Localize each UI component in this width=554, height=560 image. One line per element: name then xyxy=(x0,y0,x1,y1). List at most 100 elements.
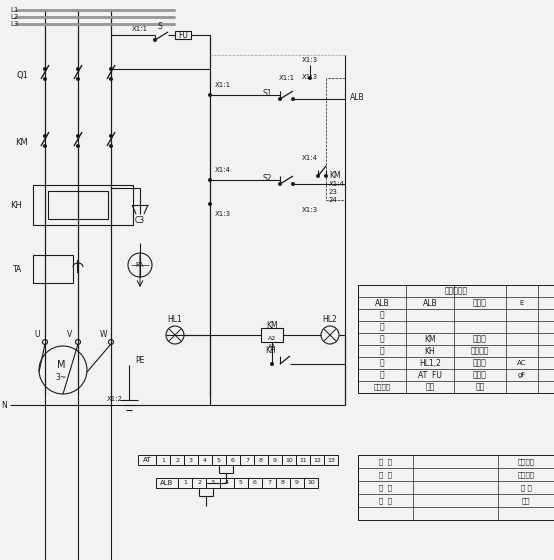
Bar xyxy=(156,478,178,488)
Text: E: E xyxy=(520,300,524,306)
Text: 插: 插 xyxy=(379,310,384,320)
Circle shape xyxy=(76,134,80,138)
Circle shape xyxy=(316,174,320,178)
Bar xyxy=(268,455,282,465)
Text: 熔断器: 熔断器 xyxy=(473,371,487,380)
Circle shape xyxy=(208,178,212,182)
Bar xyxy=(296,455,310,465)
Text: X1:3: X1:3 xyxy=(302,57,318,63)
Bar xyxy=(220,478,234,488)
Circle shape xyxy=(43,134,47,138)
Circle shape xyxy=(278,182,282,186)
Circle shape xyxy=(43,339,48,344)
Bar xyxy=(192,478,206,488)
Text: ALB: ALB xyxy=(423,298,437,307)
Text: A2: A2 xyxy=(268,335,276,340)
Text: X1:1: X1:1 xyxy=(279,75,295,81)
Text: V: V xyxy=(68,329,73,338)
Text: KM: KM xyxy=(16,138,28,147)
Circle shape xyxy=(76,77,80,81)
Circle shape xyxy=(321,326,339,344)
Text: ALB: ALB xyxy=(350,92,365,101)
Text: S2: S2 xyxy=(263,174,272,183)
Text: 座: 座 xyxy=(379,323,384,332)
Circle shape xyxy=(166,326,184,344)
Text: 校  对: 校 对 xyxy=(379,471,392,478)
Text: 工程名称: 工程名称 xyxy=(517,458,535,465)
Text: 6: 6 xyxy=(231,458,235,463)
Text: N: N xyxy=(1,400,7,409)
Text: L2: L2 xyxy=(10,14,18,20)
Text: HL2: HL2 xyxy=(322,315,337,324)
Text: L3: L3 xyxy=(10,21,18,27)
Bar xyxy=(254,455,268,465)
Bar xyxy=(226,455,240,465)
Text: ALB: ALB xyxy=(160,480,174,486)
Text: A1: A1 xyxy=(268,343,276,348)
Text: W: W xyxy=(99,329,107,338)
Text: gF: gF xyxy=(518,372,526,378)
Text: X1:3: X1:3 xyxy=(302,74,318,80)
Text: 23: 23 xyxy=(329,189,338,195)
Text: Q1: Q1 xyxy=(16,71,28,80)
Text: X1:4: X1:4 xyxy=(329,181,345,187)
Text: 名称: 名称 xyxy=(475,382,485,391)
Circle shape xyxy=(109,67,113,71)
Text: 2: 2 xyxy=(197,480,201,486)
Text: M: M xyxy=(57,360,65,370)
Text: KH: KH xyxy=(265,346,276,354)
Circle shape xyxy=(76,144,80,148)
Bar xyxy=(310,455,324,465)
Text: 3: 3 xyxy=(189,458,193,463)
Text: 12: 12 xyxy=(313,458,321,463)
Circle shape xyxy=(324,174,328,178)
Bar xyxy=(206,478,220,488)
Bar xyxy=(198,455,212,465)
Text: 2: 2 xyxy=(175,458,179,463)
Bar xyxy=(138,455,156,465)
Text: 设  计: 设 计 xyxy=(379,458,392,465)
Text: 8: 8 xyxy=(281,480,285,486)
Text: 9: 9 xyxy=(273,458,277,463)
Circle shape xyxy=(43,144,47,148)
Text: S: S xyxy=(158,21,162,30)
Bar xyxy=(261,328,283,342)
Text: HL1: HL1 xyxy=(168,315,182,324)
Text: X1:2: X1:2 xyxy=(107,396,123,402)
Text: 1: 1 xyxy=(161,458,165,463)
Text: 器: 器 xyxy=(379,371,384,380)
Text: 10: 10 xyxy=(285,458,293,463)
Text: 动: 动 xyxy=(379,347,384,356)
Text: 工艺名称: 工艺名称 xyxy=(517,471,535,478)
Bar xyxy=(33,255,73,283)
Text: X1:4: X1:4 xyxy=(215,167,231,173)
Text: 3~: 3~ xyxy=(55,372,66,381)
Text: 4: 4 xyxy=(225,480,229,486)
Text: S1: S1 xyxy=(263,88,272,97)
Circle shape xyxy=(291,97,295,101)
Bar xyxy=(276,478,290,488)
Bar xyxy=(184,455,198,465)
Bar xyxy=(33,185,133,225)
Text: X1:4: X1:4 xyxy=(302,155,318,161)
Text: HL1,2: HL1,2 xyxy=(419,358,441,367)
Text: X1:3: X1:3 xyxy=(215,211,231,217)
Text: 9: 9 xyxy=(295,480,299,486)
Text: 审  核: 审 核 xyxy=(379,484,392,491)
Bar xyxy=(156,455,170,465)
Bar xyxy=(304,478,318,488)
Text: 10: 10 xyxy=(307,480,315,486)
Text: 柜旁按钮盒: 柜旁按钮盒 xyxy=(444,287,468,296)
Text: 8: 8 xyxy=(259,458,263,463)
Text: 5: 5 xyxy=(239,480,243,486)
Circle shape xyxy=(39,346,87,394)
Text: 3: 3 xyxy=(211,480,215,486)
Bar xyxy=(212,455,226,465)
Circle shape xyxy=(278,97,282,101)
Circle shape xyxy=(208,202,212,206)
Text: KH: KH xyxy=(424,347,435,356)
Bar xyxy=(324,455,338,465)
Circle shape xyxy=(128,253,152,277)
Circle shape xyxy=(43,77,47,81)
Text: 图号: 图号 xyxy=(522,497,530,504)
